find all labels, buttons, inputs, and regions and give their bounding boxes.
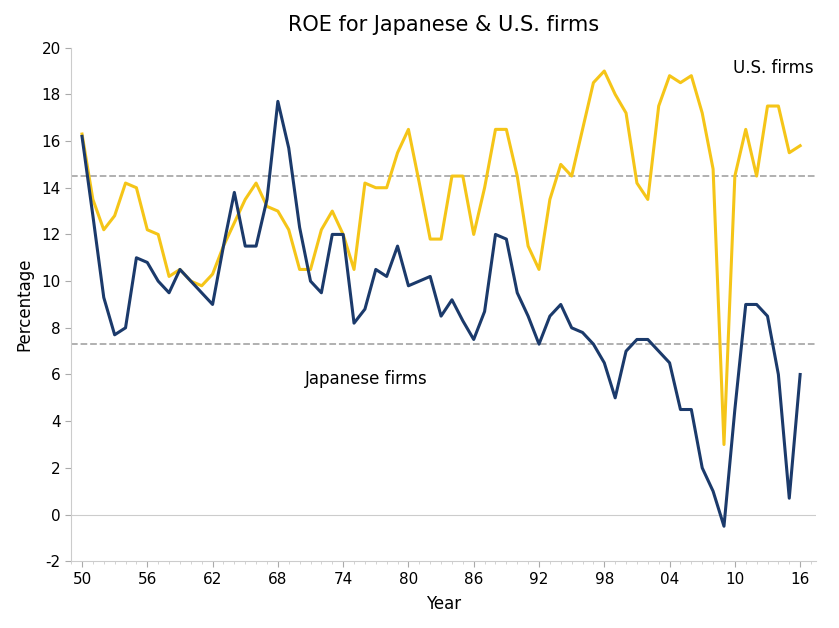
- Y-axis label: Percentage: Percentage: [15, 257, 33, 351]
- Text: U.S. firms: U.S. firms: [732, 59, 813, 77]
- Title: ROE for Japanese & U.S. firms: ROE for Japanese & U.S. firms: [289, 15, 599, 35]
- X-axis label: Year: Year: [426, 595, 461, 613]
- Text: Japanese firms: Japanese firms: [305, 370, 428, 388]
